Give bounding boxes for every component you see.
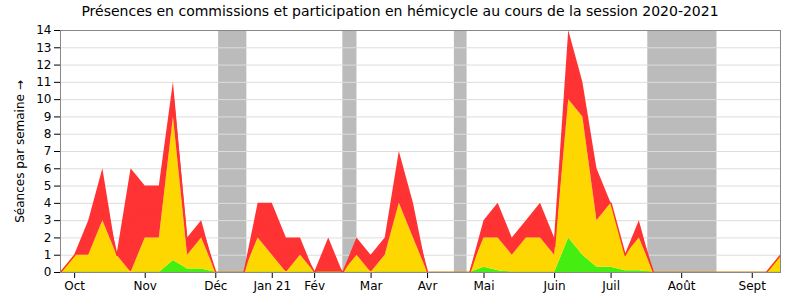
svg-text:2: 2: [44, 231, 52, 245]
svg-text:Oct: Oct: [64, 279, 85, 293]
svg-text:13: 13: [36, 41, 51, 55]
svg-text:5: 5: [44, 179, 52, 193]
svg-text:3: 3: [44, 213, 52, 227]
svg-text:Avr: Avr: [418, 279, 438, 293]
svg-text:12: 12: [36, 58, 51, 72]
svg-text:4: 4: [44, 196, 52, 210]
svg-text:9: 9: [44, 110, 52, 124]
svg-text:Nov: Nov: [133, 279, 156, 293]
svg-text:Mar: Mar: [360, 279, 383, 293]
svg-text:0: 0: [44, 265, 52, 279]
svg-text:Fév: Fév: [304, 279, 325, 293]
svg-text:Mai: Mai: [474, 279, 495, 293]
svg-text:6: 6: [44, 162, 52, 176]
html-text:Présences en commissions et pa: Présences en commissions et participatio…: [81, 3, 719, 19]
svg-text:Jan 21: Jan 21: [252, 279, 291, 293]
svg-text:1: 1: [44, 248, 52, 262]
svg-text:11: 11: [36, 75, 51, 89]
svg-text:Août: Août: [668, 279, 696, 293]
svg-text:Déc: Déc: [204, 279, 227, 293]
svg-text:Sept: Sept: [739, 279, 767, 293]
svg-text:7: 7: [44, 144, 52, 158]
svg-text:14: 14: [36, 23, 51, 37]
svg-text:Séances par semaine →: Séances par semaine →: [13, 80, 27, 223]
svg-text:Juil: Juil: [601, 279, 620, 293]
svg-text:8: 8: [44, 127, 52, 141]
svg-text:10: 10: [36, 92, 51, 106]
svg-text:Juin: Juin: [543, 279, 566, 293]
